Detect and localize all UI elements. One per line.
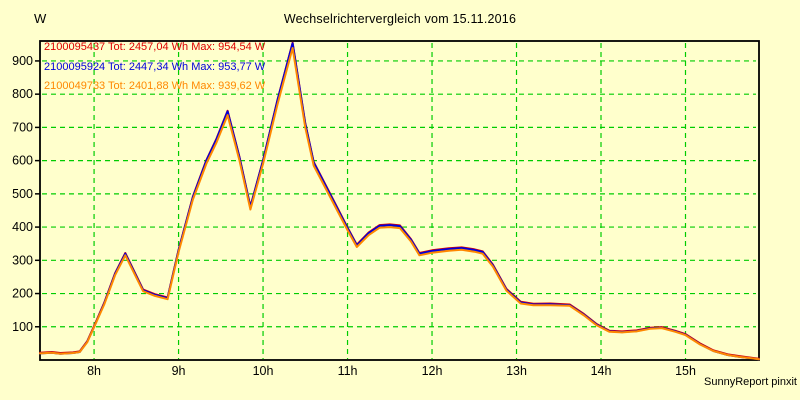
svg-text:10h: 10h: [253, 364, 274, 378]
svg-text:13h: 13h: [506, 364, 527, 378]
svg-text:12h: 12h: [422, 364, 443, 378]
svg-text:900: 900: [12, 54, 33, 68]
svg-text:600: 600: [12, 154, 33, 168]
svg-text:8h: 8h: [87, 364, 101, 378]
svg-text:700: 700: [12, 120, 33, 134]
chart-title: Wechselrichtervergleich vom 15.11.2016: [283, 12, 517, 26]
svg-text:500: 500: [12, 187, 33, 201]
credit-text: SunnyReport pinxit: [704, 376, 797, 388]
legend-entry: 2100095437 Tot: 2457,04 Wh Max: 954,54 W: [44, 41, 266, 53]
svg-text:15h: 15h: [675, 364, 696, 378]
legend-entry: 2100095924 Tot: 2447,34 Wh Max: 953,77 W: [44, 60, 266, 73]
svg-text:800: 800: [12, 87, 33, 101]
svg-text:14h: 14h: [591, 364, 612, 378]
svg-text:300: 300: [12, 253, 33, 267]
y-axis-unit-label: W: [34, 11, 47, 26]
chart-legend: 2100095437 Tot: 2457,04 Wh Max: 954,54 W…: [44, 38, 265, 97]
svg-text:9h: 9h: [172, 364, 186, 378]
svg-text:200: 200: [12, 287, 33, 301]
legend-entry: 2100049733 Tot: 2401,88 Wh Max: 939,62 W: [44, 80, 266, 92]
svg-text:400: 400: [12, 220, 33, 234]
svg-text:100: 100: [12, 320, 33, 334]
svg-text:11h: 11h: [338, 364, 358, 378]
